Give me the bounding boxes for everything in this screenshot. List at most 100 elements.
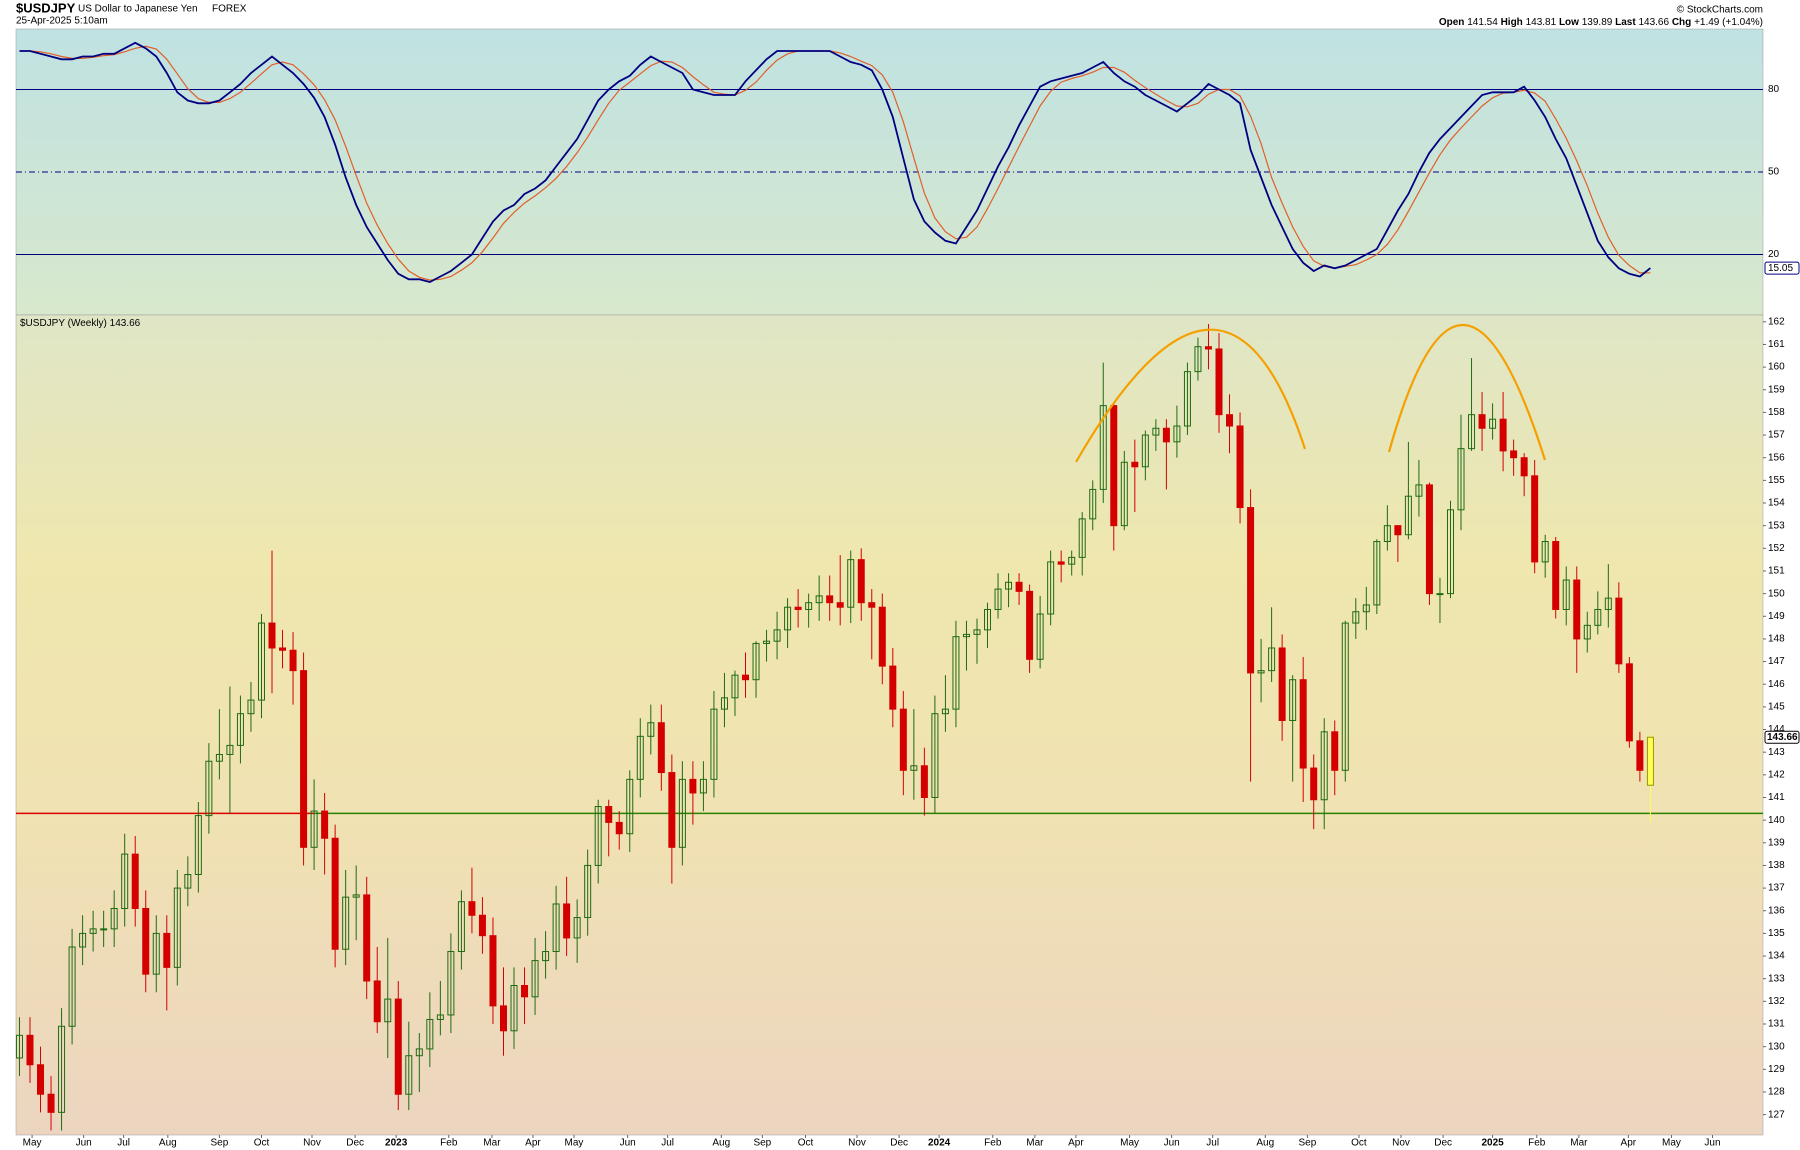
candle-body xyxy=(857,559,865,604)
candle-body xyxy=(1394,525,1402,536)
candle-body xyxy=(1183,371,1191,427)
candle-body xyxy=(742,674,750,681)
x-tick-label: Oct xyxy=(798,1138,814,1149)
open-value: 141.54 xyxy=(1467,17,1498,28)
candle-body xyxy=(1278,647,1286,721)
candle-body xyxy=(1489,418,1497,429)
last-price-box xyxy=(1764,730,1800,744)
candle-body xyxy=(1257,670,1265,674)
x-tick-label: Jun xyxy=(1704,1138,1720,1149)
x-tick-label: Jun xyxy=(620,1138,636,1149)
candle-body xyxy=(826,595,834,604)
last-label: Last xyxy=(1615,17,1636,28)
low-value: 139.89 xyxy=(1582,17,1613,28)
candle-body xyxy=(773,629,781,642)
y-tick-label: 152 xyxy=(1768,543,1785,554)
x-tick-label: Jul xyxy=(661,1138,674,1149)
candle-body xyxy=(110,907,118,930)
candle-body xyxy=(1099,405,1107,490)
x-tick-label: Dec xyxy=(1434,1138,1452,1149)
y-tick-label: 139 xyxy=(1768,837,1785,848)
candle-body xyxy=(184,874,192,889)
candle-body xyxy=(489,935,497,1007)
candle-body xyxy=(910,765,918,771)
x-tick-label: May xyxy=(565,1138,584,1149)
candle-body xyxy=(321,810,329,839)
candle-body xyxy=(1520,457,1528,477)
candle-body xyxy=(79,932,87,948)
candle-body xyxy=(1499,418,1507,452)
candle-body xyxy=(584,864,592,919)
candle-body xyxy=(1026,590,1034,660)
x-tick-label: May xyxy=(23,1138,42,1149)
candle-body xyxy=(1415,484,1423,497)
candle-body xyxy=(1247,507,1255,674)
y-tick-label: 147 xyxy=(1768,656,1785,667)
y-tick-label: 135 xyxy=(1768,928,1785,939)
candle-body xyxy=(236,713,244,746)
quote: Open 141.54 High 143.81 Low 139.89 Last … xyxy=(1439,17,1763,28)
candle-body xyxy=(1173,425,1181,443)
candle-body xyxy=(973,629,981,635)
candle-body xyxy=(710,708,718,780)
candle-body xyxy=(173,887,181,968)
y-tick-label: 155 xyxy=(1768,475,1785,486)
candle-body xyxy=(152,932,160,975)
candle-body xyxy=(889,665,897,710)
high-value: 143.81 xyxy=(1526,17,1557,28)
candle-body xyxy=(720,697,728,710)
candle-body xyxy=(931,713,939,798)
candle-body xyxy=(373,980,381,1023)
candle-body xyxy=(342,896,350,950)
y-tick-label: 157 xyxy=(1768,430,1785,441)
candle-body xyxy=(384,998,392,1023)
x-tick-label: Dec xyxy=(890,1138,908,1149)
y-tick-label: 159 xyxy=(1768,384,1785,395)
chg-label: Chg xyxy=(1672,17,1691,28)
candle-body xyxy=(878,606,886,667)
candle-body xyxy=(941,708,949,715)
x-tick-label: Aug xyxy=(712,1138,730,1149)
candle-body xyxy=(1036,613,1044,660)
candle-body xyxy=(1583,624,1591,640)
candle-body xyxy=(89,928,97,934)
candle-body xyxy=(1215,348,1223,416)
symbol: $USDJPY xyxy=(16,0,76,15)
y-tick-label: 145 xyxy=(1768,702,1785,713)
x-tick-label: Sep xyxy=(210,1138,228,1149)
panel-label: $USDJPY (Weekly) 143.66 xyxy=(20,318,141,329)
candle-body xyxy=(1268,647,1276,672)
candle-body xyxy=(1468,414,1476,450)
candle-body xyxy=(1162,427,1170,443)
candle-body xyxy=(1078,518,1086,558)
candle-body xyxy=(15,1034,23,1059)
candle-body xyxy=(405,1055,413,1095)
candle-body xyxy=(289,649,297,672)
candle-body xyxy=(594,806,602,866)
candle-body xyxy=(1404,495,1412,536)
candle-body xyxy=(1089,488,1097,520)
y-tick-label: 162 xyxy=(1768,316,1785,327)
y-tick-label: 142 xyxy=(1768,769,1785,780)
open-label: Open xyxy=(1439,17,1465,28)
x-tick-label: Nov xyxy=(1392,1138,1410,1149)
candle-body xyxy=(1552,541,1560,610)
y-tick-label: 132 xyxy=(1768,996,1785,1007)
x-tick-label: Nov xyxy=(848,1138,866,1149)
x-tick-label: Mar xyxy=(1026,1138,1044,1149)
y-tick-label: 143 xyxy=(1768,747,1785,758)
candle-body xyxy=(1646,736,1654,786)
candle-body xyxy=(300,670,308,848)
candle-body xyxy=(499,1005,507,1032)
x-tick-label: Jun xyxy=(1164,1138,1180,1149)
x-tick-label: Feb xyxy=(440,1138,458,1149)
candle-body xyxy=(131,853,139,909)
candle-body xyxy=(1236,425,1244,509)
candle-body xyxy=(1341,622,1349,771)
candle-body xyxy=(457,901,465,953)
candle-body xyxy=(1152,427,1160,436)
candle-body xyxy=(763,640,771,644)
candle-body xyxy=(899,708,907,771)
candle-body xyxy=(1436,593,1444,596)
